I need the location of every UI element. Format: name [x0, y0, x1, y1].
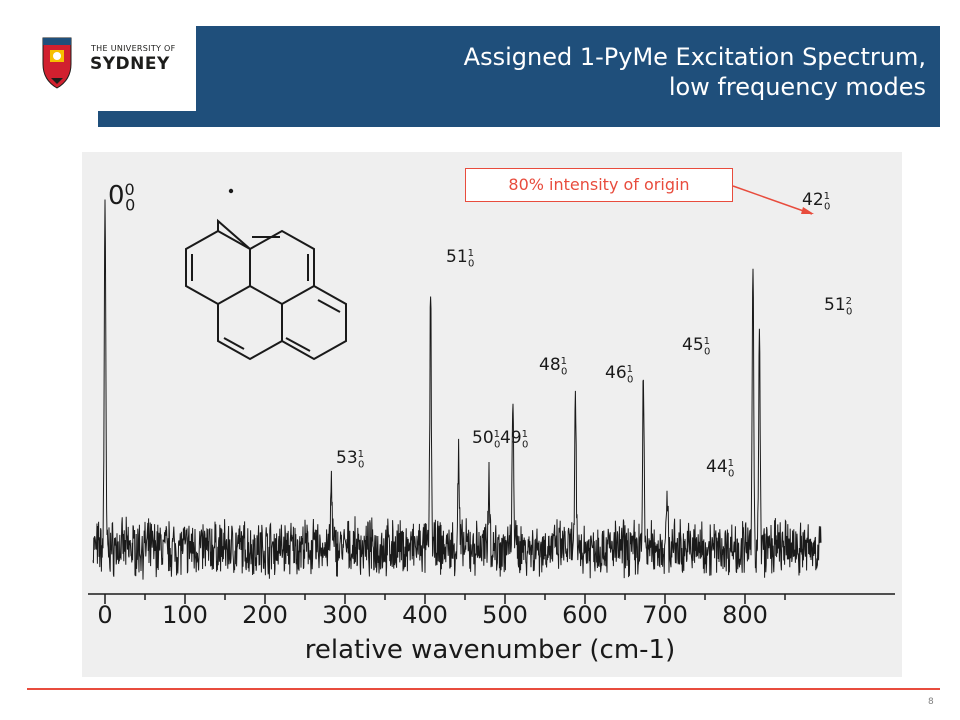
peak-label: 511 0	[446, 247, 474, 269]
annotation-box: 80% intensity of origin	[465, 168, 733, 202]
peak-label: 512 0	[824, 295, 852, 317]
footer-rule	[27, 688, 940, 690]
university-logo: THE UNIVERSITY OF SYDNEY	[27, 26, 196, 111]
molecule-radical-dot	[228, 188, 234, 194]
peak-label: 441 0	[706, 457, 734, 479]
title-line2: low frequency modes	[668, 73, 926, 101]
x-tick-label: 400	[402, 601, 448, 629]
x-axis-ticks: 0 100 200 300 400 500 600 700 800	[97, 594, 786, 629]
peak-labels: 00 0 531 0 511 0 501 0 491 0 481 0 461 0 451 0 441 0 421 0 5…	[108, 180, 852, 479]
logo-text-line2: SYDNEY	[90, 54, 170, 74]
annotation-arrowhead	[801, 207, 814, 214]
molecule-structure	[185, 218, 347, 361]
page-title: Assigned 1-PyMe Excitation Spectrum, low…	[366, 42, 926, 102]
x-tick-label: 500	[482, 601, 528, 629]
x-axis-label: relative wavenumber (cm-1)	[305, 635, 676, 665]
chart-background	[82, 152, 902, 677]
x-tick-label: 300	[322, 601, 368, 629]
x-tick-label: 600	[562, 601, 608, 629]
crest-icon	[42, 37, 72, 89]
peak-label: 491 0	[500, 428, 528, 450]
peak-label: 451 0	[682, 335, 710, 357]
page-number: 8	[928, 697, 934, 707]
header-bar	[98, 26, 940, 127]
x-tick-label: 100	[162, 601, 208, 629]
peak-label: 421 0	[802, 190, 830, 212]
peak-label: 531 0	[336, 448, 364, 470]
x-tick-label: 200	[242, 601, 288, 629]
logo-text-line1: THE UNIVERSITY OF	[91, 44, 176, 53]
title-line1: Assigned 1-PyMe Excitation Spectrum,	[463, 43, 926, 71]
x-tick-label: 800	[722, 601, 768, 629]
x-tick-label: 700	[642, 601, 688, 629]
peak-label: 461 0	[605, 363, 633, 385]
spectrum-trace	[92, 199, 822, 580]
annotation-arrow	[732, 185, 813, 215]
x-tick-label: 0	[97, 601, 112, 629]
peak-label: 00 0	[108, 180, 135, 215]
peak-label: 501 0	[472, 428, 500, 450]
peak-label: 481 0	[539, 355, 567, 377]
